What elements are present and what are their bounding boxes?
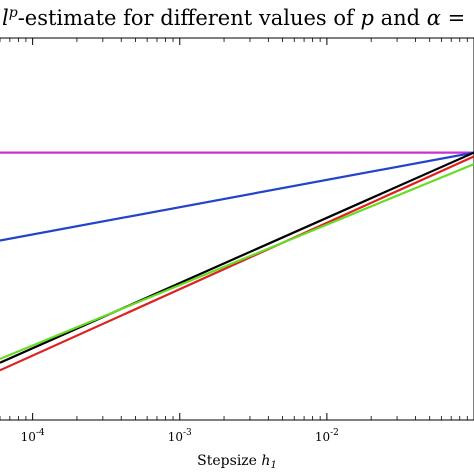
title-equals: = <box>448 6 466 30</box>
x-ticks: 10-4 10-3 10-2 <box>0 38 468 444</box>
xlabel-subscript: 1 <box>270 460 276 471</box>
title-and: and <box>381 6 421 30</box>
series-line-3 <box>0 151 474 364</box>
xlabel-text: Stepsize <box>197 453 257 469</box>
chart-title: lp-estimate for different values of p an… <box>2 5 465 30</box>
title-superscript: p <box>9 5 18 21</box>
x-tick-label: 10-4 <box>21 428 45 444</box>
x-tick-label: 10-3 <box>168 428 192 444</box>
x-axis-label: Stepsize h1 <box>197 453 277 471</box>
x-tick-label: 10-2 <box>315 428 339 444</box>
xlabel-var: h <box>261 453 270 469</box>
series-line-4 <box>0 155 474 372</box>
title-var-alpha: α <box>427 6 441 30</box>
plot-frame <box>0 37 474 421</box>
series-line-2 <box>0 151 474 242</box>
series-lines <box>0 151 474 372</box>
title-text: -estimate for different values of <box>18 6 356 30</box>
title-var-p: p <box>360 6 373 30</box>
title-symbol: l <box>2 6 9 30</box>
series-line-5 <box>0 163 474 360</box>
